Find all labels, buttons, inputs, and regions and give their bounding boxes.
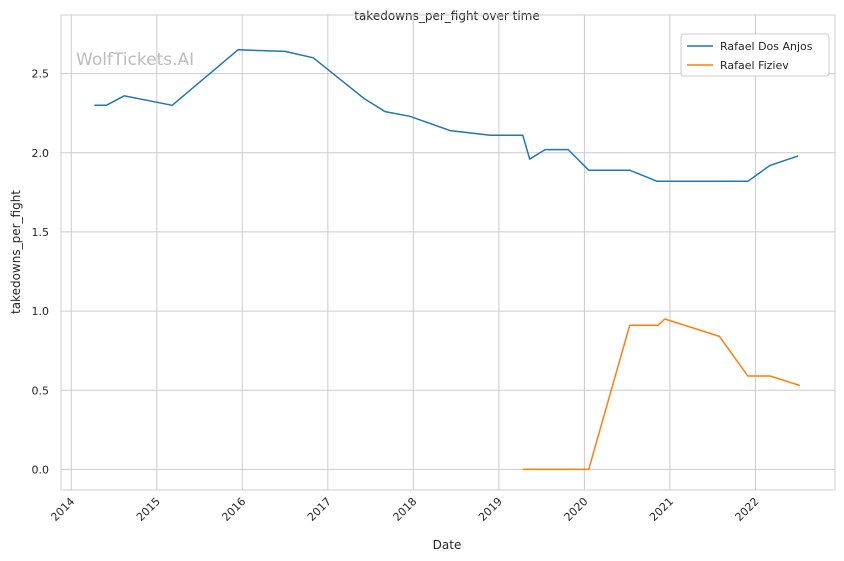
y-tick-label: 2.0 [32, 147, 50, 160]
series-line-dos-anjos [94, 49, 799, 183]
series-lines [94, 49, 801, 471]
y-tick-label: 0.5 [32, 384, 50, 397]
x-tick-label: 2016 [219, 495, 248, 524]
x-tick-label: 2015 [134, 495, 163, 524]
x-tick-label: 2017 [305, 495, 334, 524]
legend-label-fiziev: Rafael Fiziev [720, 59, 789, 72]
x-tick-label: 2020 [562, 495, 591, 524]
watermark: WolfTickets.AI [76, 50, 194, 70]
legend-label-dos-anjos: Rafael Dos Anjos [720, 40, 813, 53]
y-tick-label: 1.5 [32, 226, 50, 239]
x-axis-label: Date [433, 538, 462, 552]
x-tick-label: 2021 [647, 495, 676, 524]
legend-box [680, 33, 830, 77]
x-tick-label: 2018 [390, 495, 419, 524]
x-axis-ticks: 2014 2015 2016 2017 2018 2019 2020 2021 2022 [48, 495, 761, 524]
y-tick-label: 1.0 [32, 305, 50, 318]
series-line-fiziev [522, 318, 801, 471]
plot-frame [60, 14, 836, 491]
y-tick-label: 0.0 [32, 463, 50, 476]
grid [61, 15, 835, 490]
x-tick-label: 2019 [476, 495, 505, 524]
y-tick-label: 2.5 [32, 68, 50, 81]
y-axis-label: takedowns_per_fight [9, 190, 23, 314]
x-tick-label: 2014 [48, 495, 77, 524]
chart-title: takedowns_per_fight over time [354, 9, 540, 23]
x-tick-label: 2022 [733, 495, 762, 524]
y-axis-ticks: 0.0 0.5 1.0 1.5 2.0 2.5 [32, 68, 50, 477]
legend: Rafael Dos Anjos Rafael Fiziev [680, 33, 830, 77]
